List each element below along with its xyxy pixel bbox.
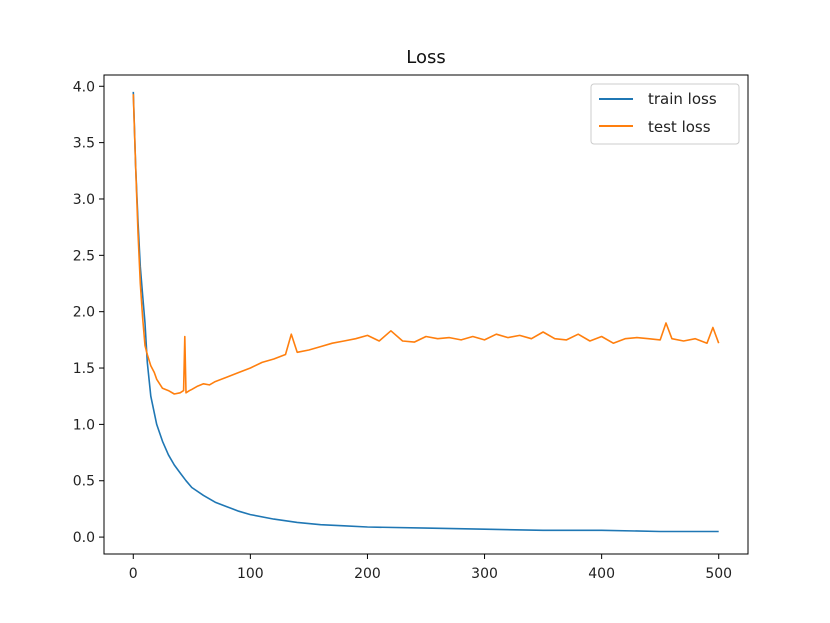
plot-background	[104, 75, 748, 554]
y-tick-label: 3.5	[73, 136, 95, 152]
chart-title: Loss	[406, 47, 445, 68]
x-tick-label: 200	[354, 566, 381, 582]
y-axis: 0.0 0.5 1.0 1.5 2.0 2.5 3.0 3.5 4.0	[73, 79, 104, 546]
x-tick-label: 400	[588, 566, 615, 582]
legend: train loss test loss	[590, 83, 740, 145]
y-tick-label: 1.5	[73, 361, 95, 377]
x-tick-label: 0	[129, 566, 138, 582]
x-axis: 0 100 200 300 400 500	[129, 554, 732, 582]
series-layer	[132, 91, 720, 533]
legend-label-test-loss: test loss	[648, 118, 711, 136]
plot-frame	[103, 74, 749, 555]
legend-label-train-loss: train loss	[648, 90, 717, 108]
x-tick-label: 100	[237, 566, 264, 582]
series-line-test-loss	[132, 94, 720, 395]
series-line-train-loss	[132, 91, 719, 533]
y-tick-label: 2.5	[73, 248, 95, 264]
x-tick-label: 300	[471, 566, 498, 582]
y-tick-label: 2.0	[73, 305, 95, 321]
y-tick-label: 0.5	[73, 474, 95, 490]
y-tick-label: 4.0	[73, 79, 95, 95]
x-tick-label: 500	[705, 566, 732, 582]
y-tick-label: 0.0	[73, 530, 95, 546]
y-tick-label: 3.0	[73, 192, 95, 208]
y-tick-label: 1.0	[73, 417, 95, 433]
